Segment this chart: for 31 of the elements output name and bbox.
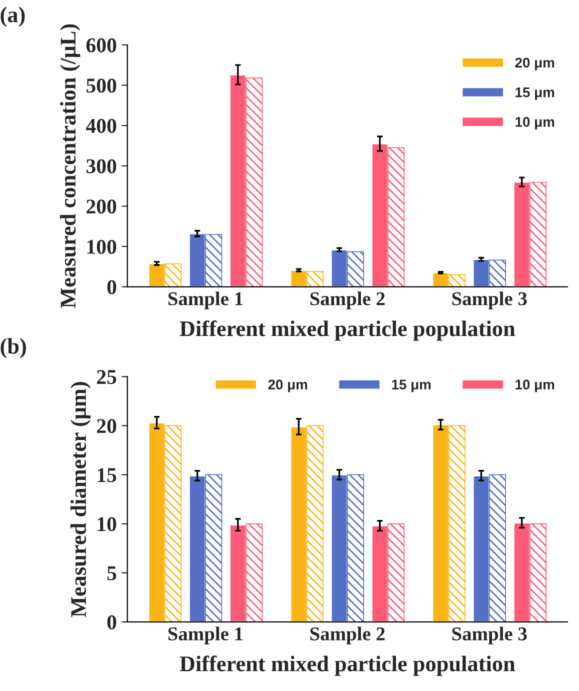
y-tick-label: 20 — [97, 419, 116, 434]
y-tick-label: 10 — [98, 517, 116, 532]
y-tick-label: 0 — [107, 615, 116, 630]
y-tick-label: 300 — [86, 159, 116, 174]
x-tick-label: Sample 2 — [310, 626, 385, 644]
legend-label: 10 μm — [516, 117, 554, 130]
x-axis-title: Different mixed particle population — [180, 320, 516, 341]
y-tick-label: 600 — [86, 38, 116, 52]
y-tick-label: 5 — [107, 566, 116, 580]
y-tick-label: 200 — [86, 200, 116, 214]
x-tick-label: Sample 1 — [168, 626, 243, 644]
x-tick-label: Sample 1 — [168, 292, 243, 310]
x-tick-label: Sample 2 — [310, 292, 385, 310]
y-tick-label: 400 — [86, 118, 116, 133]
chart-title: (b) — [0, 338, 26, 358]
legend-label: 20 μm — [515, 58, 554, 70]
legend-label: 20 μm — [268, 380, 308, 392]
x-axis-title: Different mixed particle population — [180, 656, 516, 676]
y-axis-title: Measured concentration (/μL) — [60, 24, 80, 308]
y-tick-label: 100 — [87, 240, 116, 254]
x-tick-label: Sample 3 — [452, 626, 527, 644]
y-tick-label: 500 — [86, 78, 116, 93]
y-tick-label: 25 — [97, 370, 116, 384]
legend-label: 10 μm — [516, 380, 554, 392]
y-tick-label: 0 — [107, 280, 116, 294]
x-tick-label: Sample 3 — [452, 292, 527, 310]
chart-title: (a) — [0, 6, 25, 27]
legend-label: 15 μm — [392, 380, 431, 392]
y-tick-label: 15 — [98, 468, 116, 482]
y-axis-title: Measured diameter (μm) — [70, 382, 91, 618]
legend-label: 15 μm — [516, 88, 554, 100]
